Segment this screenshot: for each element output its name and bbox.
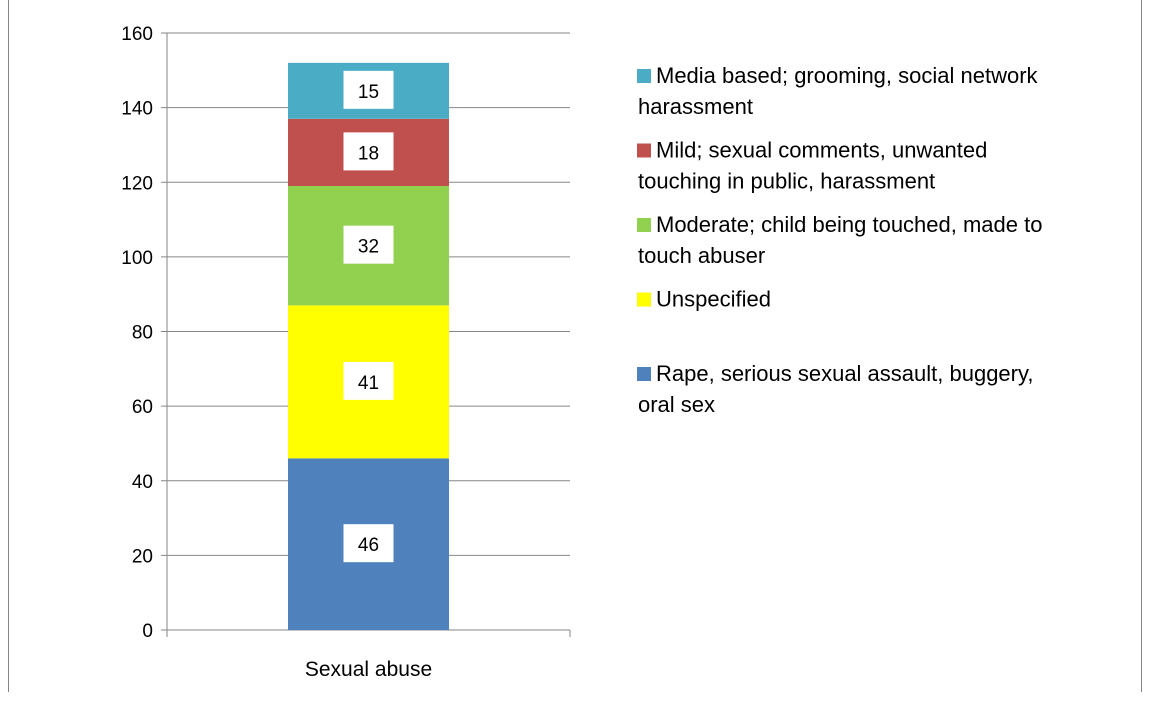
x-category-label: Sexual abuse (305, 658, 432, 681)
y-tick-label-140: 140 (121, 99, 153, 120)
y-tick-label-80: 80 (132, 323, 153, 344)
y-tick-label-60: 60 (132, 397, 153, 418)
y-tick-label-100: 100 (121, 248, 153, 269)
legend-label-1-0: Mild; sexual comments, unwanted (656, 138, 987, 163)
legend-label-0-1: harassment (638, 94, 753, 119)
y-tick-label-40: 40 (132, 472, 153, 493)
data-label-box-1 (343, 361, 394, 400)
legend-swatch-3 (637, 292, 651, 307)
legend-swatch-0 (637, 69, 651, 83)
data-label-3: 18 (358, 143, 379, 164)
legend-swatch-1 (637, 143, 651, 158)
data-label-2: 32 (358, 237, 379, 258)
y-tick-label-160: 160 (121, 24, 153, 45)
legend-swatch-4 (637, 367, 651, 381)
axes: 0 20 40 60 80 100 120 140 160 Sexual abuse (121, 24, 571, 681)
legend-swatch-2 (637, 218, 651, 232)
chart-frame (8, 0, 1142, 692)
data-label-box-2 (343, 225, 394, 264)
legend-label-3-0: Unspecified (656, 287, 771, 312)
data-label-box-4 (343, 70, 394, 109)
y-tick-label-0: 0 (142, 621, 153, 642)
legend-label-2-1: touch abuser (638, 243, 765, 268)
data-label-0: 46 (358, 535, 379, 556)
data-label-1: 41 (358, 373, 379, 394)
legend-label-0-0: Media based; grooming, social network (656, 63, 1039, 88)
legend: Media based; grooming, social network har… (637, 63, 1042, 417)
data-label-4: 15 (358, 82, 379, 103)
legend-label-4-1: oral sex (638, 392, 715, 417)
bars: 46 41 32 18 15 (288, 62, 449, 630)
y-tick-label-20: 20 (132, 546, 153, 567)
legend-label-2-0: Moderate; child being touched, made to (656, 212, 1042, 237)
y-tick-label-120: 120 (121, 173, 153, 194)
legend-label-4-0: Rape, serious sexual assault, buggery, (656, 361, 1033, 386)
data-label-box-0 (343, 524, 394, 563)
data-label-box-3 (343, 132, 394, 171)
legend-label-1-1: touching in public, harassment (638, 169, 935, 194)
